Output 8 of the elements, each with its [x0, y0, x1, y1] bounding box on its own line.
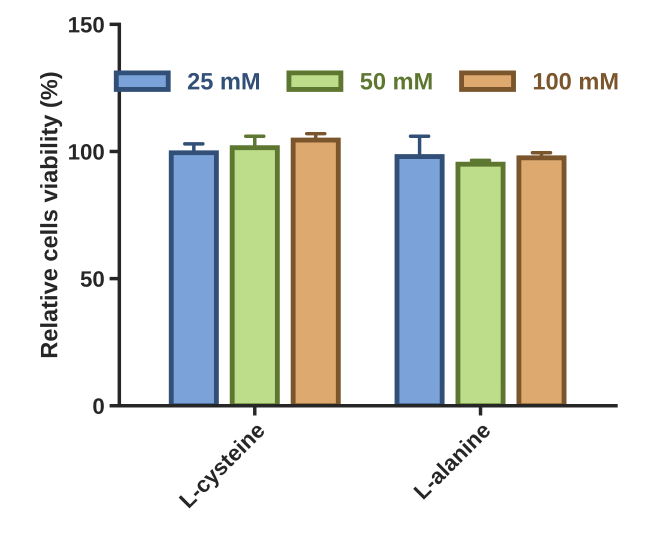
y-tick-label: 0	[93, 398, 104, 414]
legend-label: 100 mM	[534, 72, 618, 90]
y-axis-title: Relative cells viability (%)	[40, 72, 62, 358]
legend-label: 50 mM	[360, 72, 432, 90]
y-tick-label: 150	[69, 16, 104, 33]
legend-label: 25 mM	[188, 72, 260, 90]
y-tick-label: 100	[69, 144, 104, 160]
y-tick-label: 50	[80, 271, 104, 287]
